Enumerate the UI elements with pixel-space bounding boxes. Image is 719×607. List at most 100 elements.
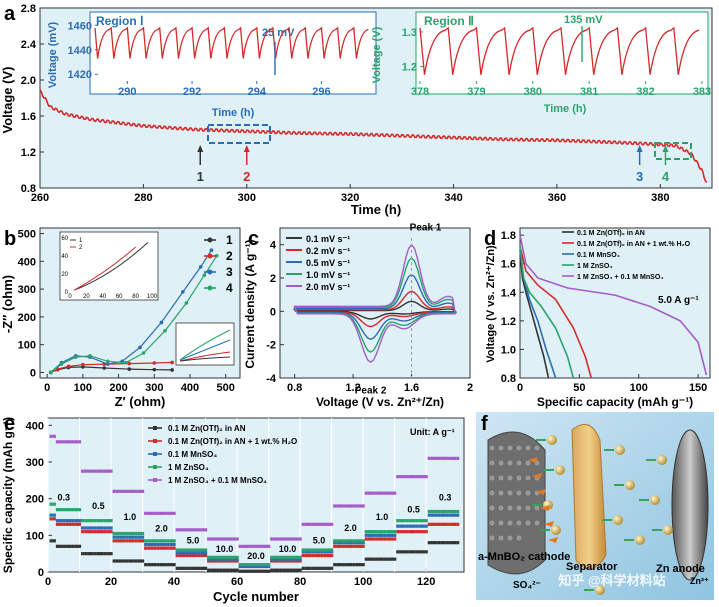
rate-point bbox=[285, 537, 290, 541]
rate-point bbox=[295, 559, 299, 563]
rate-point bbox=[93, 530, 97, 534]
panel-a-axes: 260 280 300 320 340 360 380 0.8 1.2 1.6 2.0 2.4 2.8 bbox=[21, 3, 670, 204]
rate-point bbox=[443, 522, 447, 526]
inset-region1-trace bbox=[94, 26, 369, 59]
rate-point bbox=[200, 553, 205, 558]
rate-point bbox=[402, 475, 406, 479]
rate-point bbox=[452, 456, 457, 460]
rate-point bbox=[320, 548, 324, 552]
rate-point bbox=[71, 544, 75, 548]
eis-point-2 bbox=[152, 361, 157, 365]
rate-point bbox=[96, 469, 101, 473]
orange-ion-marker bbox=[540, 505, 550, 511]
rate-point bbox=[364, 557, 368, 561]
anode-label: Zn anode bbox=[656, 563, 705, 575]
rate-point bbox=[140, 489, 145, 493]
rate-point bbox=[210, 568, 214, 572]
rate-point bbox=[345, 504, 349, 508]
rate-point bbox=[440, 522, 444, 526]
rate-point bbox=[355, 563, 359, 567]
rate-point bbox=[295, 557, 299, 561]
rate-point bbox=[408, 530, 413, 534]
rate-point bbox=[289, 559, 293, 563]
cv-legend-label: 0.2 mV s⁻¹ bbox=[306, 246, 350, 256]
cathode-particle bbox=[506, 489, 514, 497]
rate-point bbox=[203, 553, 208, 558]
rate-point bbox=[213, 537, 217, 541]
panel-d-xtick-label: 100 bbox=[630, 382, 648, 394]
panel-d-xtick-label: 150 bbox=[689, 382, 707, 394]
inset-region2-xtick-label: 381 bbox=[580, 86, 598, 98]
rate-point bbox=[418, 519, 422, 523]
panel-b-ytick-label: 0 bbox=[30, 367, 36, 379]
inset-region1-xtick-label: 296 bbox=[312, 86, 330, 98]
rate-point bbox=[282, 559, 286, 563]
rate-point bbox=[65, 508, 69, 512]
panel-d-xlabel: Specific capacity (mAh g⁻¹) bbox=[537, 395, 693, 409]
rate-point bbox=[235, 557, 239, 561]
cathode-particle bbox=[524, 489, 532, 497]
rate-point bbox=[333, 563, 337, 567]
rate-point bbox=[219, 568, 223, 572]
inset-region2-frame bbox=[415, 11, 709, 95]
zinc-ion-particle bbox=[547, 435, 557, 445]
rate-point bbox=[282, 555, 286, 559]
panel-b-inset-legend-label: 2 bbox=[79, 245, 83, 251]
rate-point bbox=[178, 528, 182, 532]
rate-point bbox=[326, 522, 331, 526]
rate-point bbox=[175, 548, 179, 552]
panel-letter-a: a bbox=[4, 3, 16, 25]
panel-b-ytick-label: 300 bbox=[18, 284, 36, 296]
rate-point bbox=[367, 557, 372, 561]
rate-point bbox=[125, 489, 129, 493]
rate-point bbox=[408, 475, 413, 479]
rate-point bbox=[49, 434, 53, 438]
rate-point bbox=[342, 539, 346, 543]
cathode-particle bbox=[506, 459, 514, 467]
rate-point bbox=[140, 531, 145, 536]
rate-point bbox=[374, 533, 378, 537]
rate-point bbox=[355, 504, 359, 508]
eis-point-4 bbox=[48, 370, 53, 375]
cathode-particle bbox=[488, 519, 496, 527]
panel-b-ytick-label: 200 bbox=[18, 312, 36, 324]
discharge-legend-label: 1 M ZnSO₄ bbox=[577, 263, 613, 270]
rate-point bbox=[122, 489, 126, 493]
rate-point bbox=[342, 504, 346, 508]
panel-d-xtick-label: 0 bbox=[517, 382, 523, 394]
rate-point bbox=[147, 542, 151, 547]
panel-d-ytick-label: 1.4 bbox=[501, 287, 517, 299]
panel-b-legend: 1 2 3 4 bbox=[204, 233, 233, 295]
rate-point bbox=[364, 491, 368, 495]
rate-point bbox=[153, 546, 157, 550]
rate-point bbox=[377, 491, 381, 495]
rate-point bbox=[169, 511, 173, 515]
rate-point bbox=[241, 563, 245, 567]
rate-point bbox=[112, 539, 116, 543]
rate-legend-marker bbox=[153, 426, 157, 430]
rate-point bbox=[377, 557, 381, 561]
rate-point bbox=[304, 522, 309, 526]
rate-point bbox=[81, 519, 85, 523]
rate-point bbox=[65, 522, 69, 526]
rate-point bbox=[361, 504, 365, 508]
rate-point bbox=[282, 568, 286, 572]
rate-point bbox=[311, 548, 315, 552]
rate-point bbox=[118, 559, 123, 563]
rate-point bbox=[421, 475, 425, 479]
rate-point bbox=[317, 522, 321, 526]
rate-point bbox=[216, 568, 220, 572]
panel-e-ytick-label: 0 bbox=[38, 567, 44, 579]
rate-point bbox=[298, 555, 302, 559]
panel-d-legend: 0.1 M Zn(OTf)₂ in AN 0.1 M Zn(OTf)₂ in AN… bbox=[562, 230, 691, 281]
rate-point bbox=[128, 539, 132, 543]
rate-point bbox=[219, 537, 223, 541]
rate-point bbox=[333, 539, 337, 543]
rate-legend-marker bbox=[153, 452, 157, 456]
rate-point bbox=[81, 469, 85, 473]
rate-point bbox=[115, 531, 119, 536]
rate-point bbox=[323, 522, 327, 526]
rate-point bbox=[263, 569, 268, 573]
rate-point bbox=[304, 548, 309, 552]
